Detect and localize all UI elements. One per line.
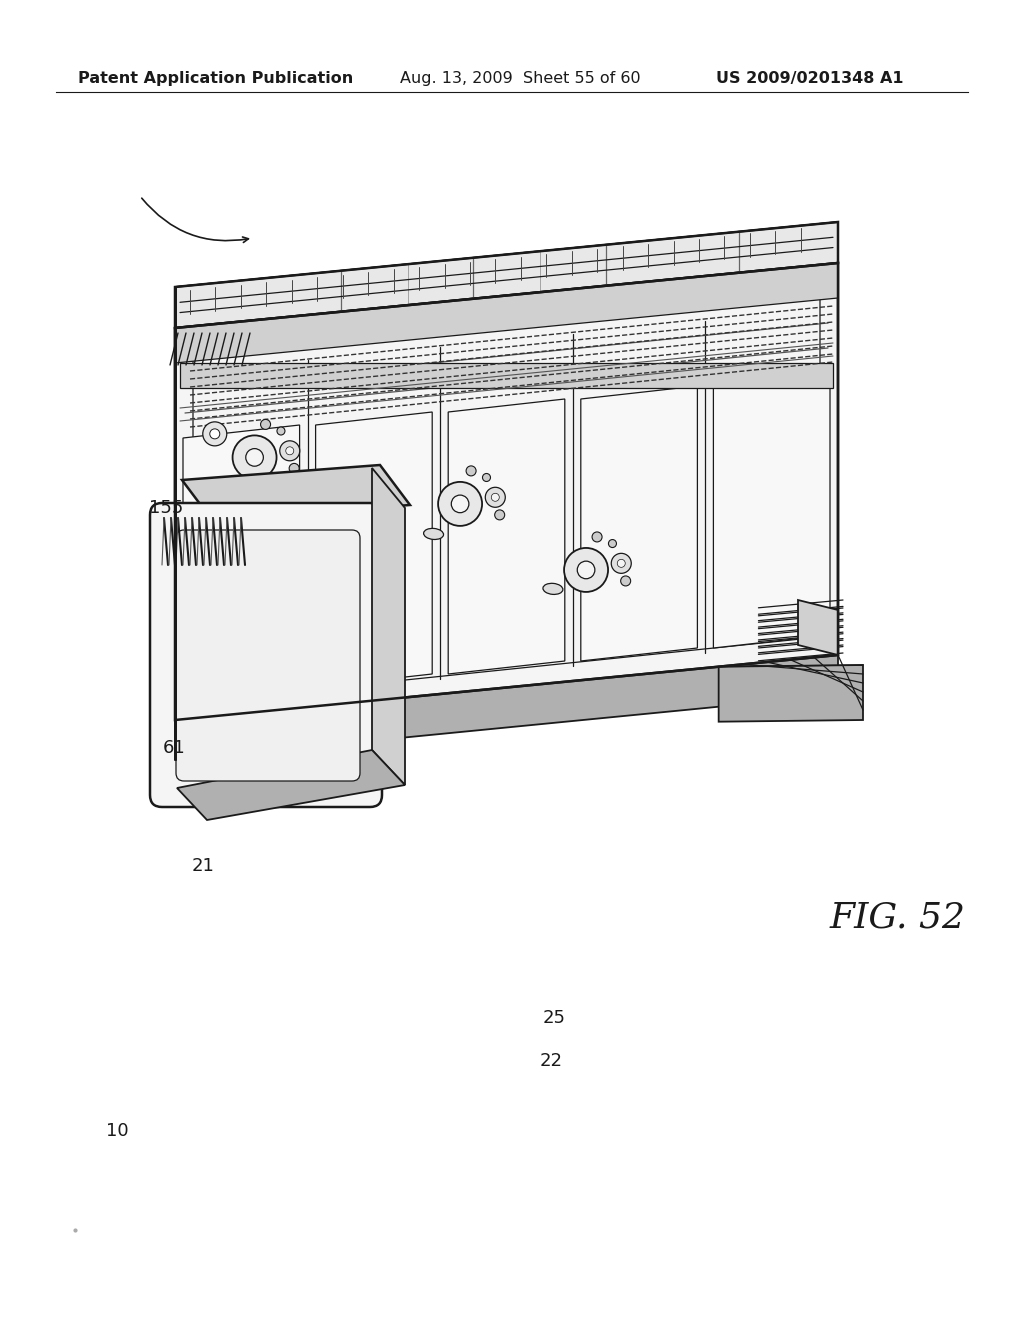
Polygon shape xyxy=(449,399,565,675)
Circle shape xyxy=(232,436,276,479)
Text: 10: 10 xyxy=(106,1122,129,1140)
Circle shape xyxy=(276,426,285,436)
Ellipse shape xyxy=(205,479,224,490)
Polygon shape xyxy=(798,601,838,655)
Text: FIG. 52: FIG. 52 xyxy=(829,900,966,935)
Circle shape xyxy=(621,576,631,586)
Circle shape xyxy=(203,422,226,446)
Circle shape xyxy=(452,495,469,512)
FancyBboxPatch shape xyxy=(176,531,360,781)
Circle shape xyxy=(564,548,608,591)
Polygon shape xyxy=(182,465,410,520)
Polygon shape xyxy=(372,469,406,785)
Polygon shape xyxy=(719,665,863,722)
Polygon shape xyxy=(180,363,833,388)
Circle shape xyxy=(482,474,490,482)
FancyBboxPatch shape xyxy=(150,503,382,807)
Text: 61: 61 xyxy=(163,739,185,758)
Circle shape xyxy=(485,487,505,507)
Circle shape xyxy=(210,429,220,438)
Polygon shape xyxy=(177,750,406,820)
Polygon shape xyxy=(193,281,820,702)
Polygon shape xyxy=(714,374,830,648)
Polygon shape xyxy=(183,425,300,700)
Ellipse shape xyxy=(205,546,224,557)
Polygon shape xyxy=(175,263,838,363)
Ellipse shape xyxy=(543,583,563,594)
Circle shape xyxy=(617,560,626,568)
Circle shape xyxy=(286,446,294,455)
Ellipse shape xyxy=(211,609,231,619)
Circle shape xyxy=(495,510,505,520)
Polygon shape xyxy=(175,222,838,760)
Text: 21: 21 xyxy=(191,857,214,875)
Circle shape xyxy=(466,466,476,477)
Polygon shape xyxy=(175,222,838,327)
Circle shape xyxy=(260,420,270,429)
Circle shape xyxy=(592,532,602,543)
Ellipse shape xyxy=(424,528,443,540)
Polygon shape xyxy=(581,385,697,661)
Circle shape xyxy=(438,482,482,525)
Circle shape xyxy=(611,553,631,573)
Text: 155: 155 xyxy=(148,499,183,517)
Text: Patent Application Publication: Patent Application Publication xyxy=(78,70,353,86)
Circle shape xyxy=(280,441,300,461)
Polygon shape xyxy=(315,412,432,686)
Text: 25: 25 xyxy=(543,1008,565,1027)
Text: Aug. 13, 2009  Sheet 55 of 60: Aug. 13, 2009 Sheet 55 of 60 xyxy=(400,70,641,86)
Circle shape xyxy=(492,494,500,502)
Circle shape xyxy=(246,449,263,466)
Circle shape xyxy=(578,561,595,578)
Circle shape xyxy=(289,463,299,474)
Text: US 2009/0201348 A1: US 2009/0201348 A1 xyxy=(716,70,903,86)
Polygon shape xyxy=(175,263,838,719)
Text: 22: 22 xyxy=(540,1052,562,1071)
Circle shape xyxy=(608,540,616,548)
